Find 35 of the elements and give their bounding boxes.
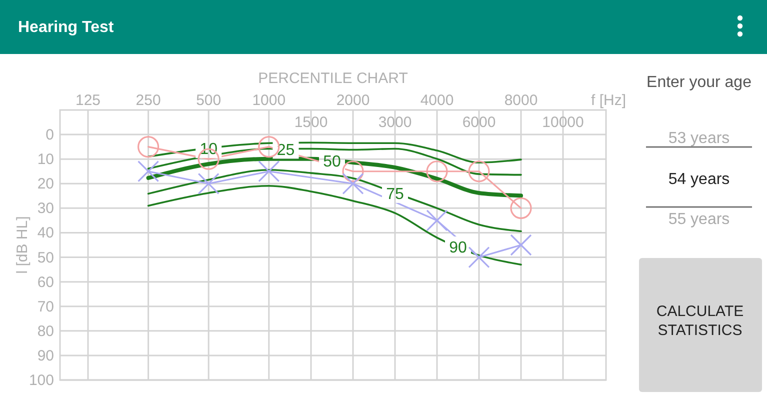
y-tick-label: 20 (37, 176, 54, 193)
text: 55 years (668, 211, 730, 228)
x-tick-label: 125 (75, 92, 101, 109)
text: 54 years (668, 171, 730, 188)
y-tick-label: 70 (37, 298, 54, 316)
x-tick-label: 10000 (542, 114, 584, 131)
y-tick-label: 100 (28, 372, 54, 389)
chart-title: PERCENTILE CHART (258, 70, 408, 87)
text: CALCULATE STATISTICS (656, 303, 744, 339)
x-tick-label: 6000 (462, 114, 496, 131)
x-tick-label: 3000 (378, 114, 412, 131)
y-tick-label: 50 (37, 249, 54, 266)
y-tick-label: 30 (37, 200, 54, 218)
y-tick-label: 0 (46, 126, 54, 144)
text: 53 years (668, 130, 730, 147)
x-tick-label: 8000 (504, 92, 538, 109)
x-tick-label: 250 (136, 92, 161, 109)
y-axis-title: l [dB HL] (14, 216, 31, 274)
y-tick-label: 80 (37, 322, 54, 340)
x-tick-label: 1500 (294, 114, 328, 131)
series-label: 75 (386, 186, 404, 203)
x-tick-label: 500 (196, 92, 222, 109)
text: Enter your age (646, 74, 752, 91)
x-tick-label: 1000 (252, 92, 286, 109)
x-tick-label: 4000 (420, 92, 454, 109)
x-tick-label: 2000 (336, 92, 370, 109)
series-label: 25 (276, 142, 295, 159)
y-tick-label: 60 (37, 274, 54, 291)
y-tick-label: 40 (37, 224, 54, 242)
y-tick-label: 90 (37, 347, 54, 364)
x-axis-title: f [Hz] (590, 92, 626, 109)
text: Hearing Test (18, 19, 114, 36)
y-tick-label: 10 (37, 151, 54, 168)
series-label: 50 (323, 154, 341, 171)
series-label: 90 (449, 239, 467, 256)
